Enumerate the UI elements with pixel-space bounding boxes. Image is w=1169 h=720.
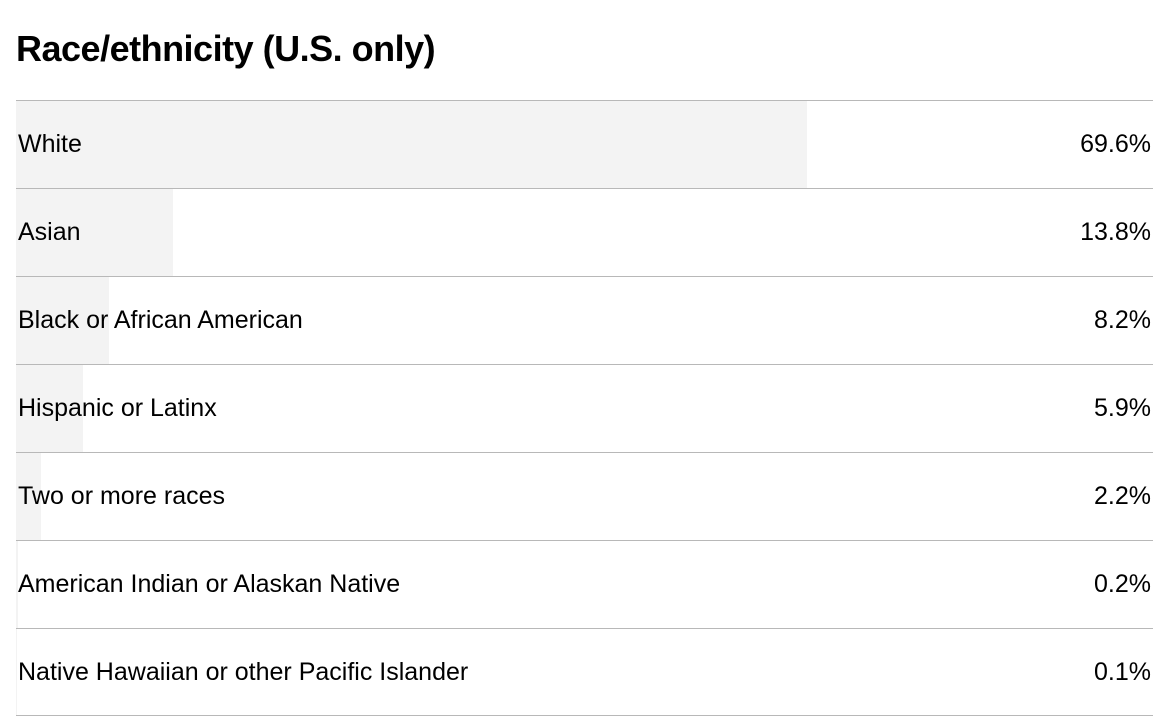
bar-fill	[16, 629, 17, 715]
bar-label: American Indian or Alaskan Native	[18, 570, 400, 599]
bar-value: 0.1%	[1094, 658, 1151, 687]
bar-row: White 69.6%	[16, 100, 1153, 188]
bar-row: Black or African American 8.2%	[16, 276, 1153, 364]
bar-label: Two or more races	[18, 482, 225, 511]
bar-label: Black or African American	[18, 306, 303, 335]
bar-value: 8.2%	[1094, 306, 1151, 335]
bar-value: 0.2%	[1094, 570, 1151, 599]
bar-row: Asian 13.8%	[16, 188, 1153, 276]
bar-label: White	[18, 130, 82, 159]
bar-row: American Indian or Alaskan Native 0.2%	[16, 540, 1153, 628]
bar-value: 2.2%	[1094, 482, 1151, 511]
bar-label: Hispanic or Latinx	[18, 394, 217, 423]
bar-label: Asian	[18, 218, 81, 247]
bar-label: Native Hawaiian or other Pacific Islande…	[18, 658, 468, 687]
bar-value: 5.9%	[1094, 394, 1151, 423]
bar-value: 13.8%	[1080, 218, 1151, 247]
bar-value: 69.6%	[1080, 130, 1151, 159]
race-ethnicity-bar-chart: White 69.6% Asian 13.8% Black or African Ame…	[16, 100, 1153, 716]
bar-row: Two or more races 2.2%	[16, 452, 1153, 540]
chart-title: Race/ethnicity (U.S. only)	[16, 28, 1153, 70]
bar-row: Hispanic or Latinx 5.9%	[16, 364, 1153, 452]
bar-row: Native Hawaiian or other Pacific Islande…	[16, 628, 1153, 716]
bar-fill	[16, 101, 807, 188]
